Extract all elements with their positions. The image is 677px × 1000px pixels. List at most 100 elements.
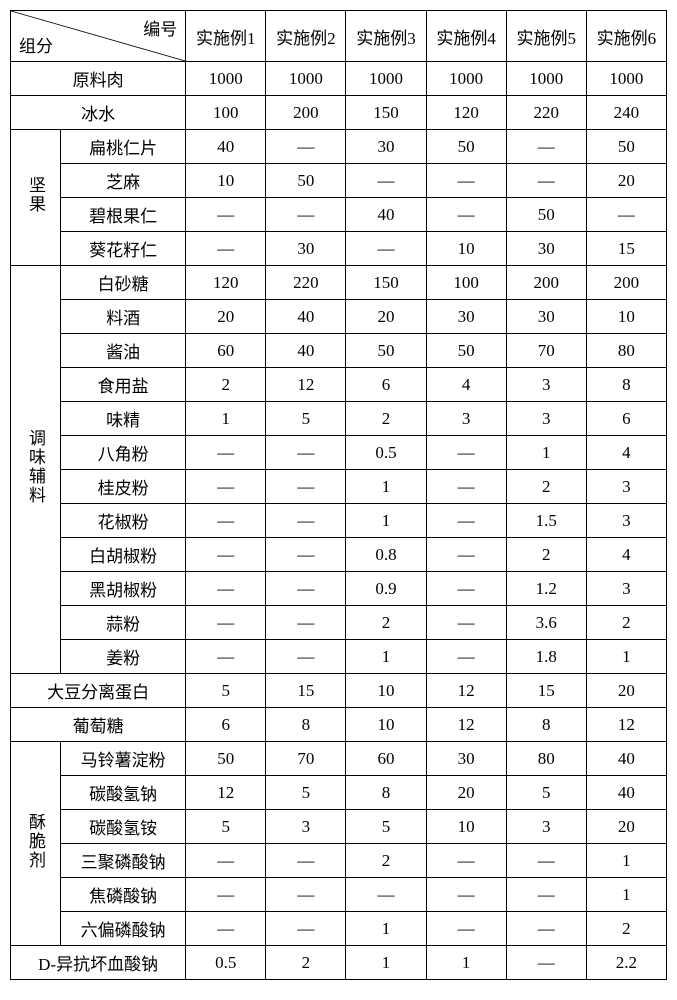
data-cell: 20 — [586, 810, 666, 844]
data-cell: 3 — [506, 402, 586, 436]
data-cell: — — [426, 538, 506, 572]
data-cell: 2 — [266, 946, 346, 980]
data-cell: 2 — [506, 470, 586, 504]
data-cell: — — [426, 912, 506, 946]
data-cell: 1 — [186, 402, 266, 436]
data-cell: 1000 — [346, 62, 426, 96]
data-cell: 4 — [586, 538, 666, 572]
table-row: 料酒204020303010 — [11, 300, 667, 334]
data-cell: 40 — [266, 334, 346, 368]
data-cell: 1 — [346, 946, 426, 980]
data-cell: — — [266, 572, 346, 606]
row-label: 食用盐 — [61, 368, 186, 402]
data-cell: — — [266, 130, 346, 164]
table-row: 桂皮粉——1—23 — [11, 470, 667, 504]
data-cell: 50 — [586, 130, 666, 164]
data-cell: — — [266, 504, 346, 538]
data-cell: — — [186, 198, 266, 232]
data-cell: 150 — [346, 96, 426, 130]
data-cell: 12 — [586, 708, 666, 742]
col-header: 实施例2 — [266, 11, 346, 62]
data-cell: 220 — [506, 96, 586, 130]
data-cell: 200 — [506, 266, 586, 300]
data-cell: — — [266, 844, 346, 878]
data-cell: 12 — [426, 674, 506, 708]
data-cell: 30 — [346, 130, 426, 164]
data-cell: 12 — [266, 368, 346, 402]
data-cell: 3 — [586, 572, 666, 606]
data-cell: 8 — [266, 708, 346, 742]
table-row: 坚果扁桃仁片40—3050—50 — [11, 130, 667, 164]
data-cell: — — [266, 538, 346, 572]
table-row: 食用盐2126438 — [11, 368, 667, 402]
data-cell: 80 — [506, 742, 586, 776]
col-header: 实施例5 — [506, 11, 586, 62]
col-header: 实施例6 — [586, 11, 666, 62]
data-cell: 10 — [426, 810, 506, 844]
row-label: 冰水 — [11, 96, 186, 130]
data-cell: 20 — [426, 776, 506, 810]
data-cell: — — [426, 470, 506, 504]
data-cell: 120 — [426, 96, 506, 130]
table-row: 碧根果仁——40—50— — [11, 198, 667, 232]
data-cell: — — [506, 844, 586, 878]
data-cell: 15 — [586, 232, 666, 266]
data-cell: 15 — [266, 674, 346, 708]
data-cell: — — [426, 844, 506, 878]
data-cell: 10 — [426, 232, 506, 266]
data-cell: 0.5 — [346, 436, 426, 470]
data-cell: 12 — [426, 708, 506, 742]
table-row: 三聚磷酸钠——2——1 — [11, 844, 667, 878]
table-row: 六偏磷酸钠——1——2 — [11, 912, 667, 946]
group-label: 坚果 — [11, 130, 61, 266]
data-cell: 3 — [586, 504, 666, 538]
row-label: 大豆分离蛋白 — [11, 674, 186, 708]
table-row: 蒜粉——2—3.62 — [11, 606, 667, 640]
data-cell: 1000 — [506, 62, 586, 96]
data-cell: 1000 — [186, 62, 266, 96]
data-cell: 1 — [586, 640, 666, 674]
data-cell: 3.6 — [506, 606, 586, 640]
data-cell: — — [346, 164, 426, 198]
table-row: 酥脆剂马铃薯淀粉507060308040 — [11, 742, 667, 776]
table-row: 大豆分离蛋白51510121520 — [11, 674, 667, 708]
data-cell: 5 — [346, 810, 426, 844]
data-cell: 3 — [506, 810, 586, 844]
row-label: 八角粉 — [61, 436, 186, 470]
data-cell: — — [506, 946, 586, 980]
data-cell: 70 — [506, 334, 586, 368]
data-cell: — — [506, 130, 586, 164]
data-cell: 2 — [506, 538, 586, 572]
data-cell: 2 — [346, 402, 426, 436]
row-label: 六偏磷酸钠 — [61, 912, 186, 946]
data-cell: — — [266, 198, 346, 232]
data-cell: — — [506, 878, 586, 912]
data-cell: 2 — [586, 912, 666, 946]
data-cell: — — [426, 878, 506, 912]
data-cell: 20 — [586, 674, 666, 708]
col-header: 实施例3 — [346, 11, 426, 62]
data-cell: 40 — [346, 198, 426, 232]
data-cell: 70 — [266, 742, 346, 776]
data-cell: 30 — [506, 300, 586, 334]
row-label: 味精 — [61, 402, 186, 436]
data-cell: 40 — [186, 130, 266, 164]
data-cell: — — [426, 436, 506, 470]
data-cell: 10 — [186, 164, 266, 198]
row-label: 马铃薯淀粉 — [61, 742, 186, 776]
header-diagonal: 编号组分 — [11, 11, 186, 62]
table-row: 八角粉——0.5—14 — [11, 436, 667, 470]
data-cell: 6 — [186, 708, 266, 742]
data-cell: — — [346, 232, 426, 266]
row-label: 焦磷酸钠 — [61, 878, 186, 912]
data-cell: 50 — [346, 334, 426, 368]
data-cell: 3 — [586, 470, 666, 504]
data-cell: 4 — [586, 436, 666, 470]
table-row: 碳酸氢铵53510320 — [11, 810, 667, 844]
table-row: 冰水100200150120220240 — [11, 96, 667, 130]
header-top-label: 编号 — [143, 15, 177, 40]
data-cell: 1000 — [426, 62, 506, 96]
row-label: 姜粉 — [61, 640, 186, 674]
data-cell: — — [426, 198, 506, 232]
row-label: 碳酸氢铵 — [61, 810, 186, 844]
